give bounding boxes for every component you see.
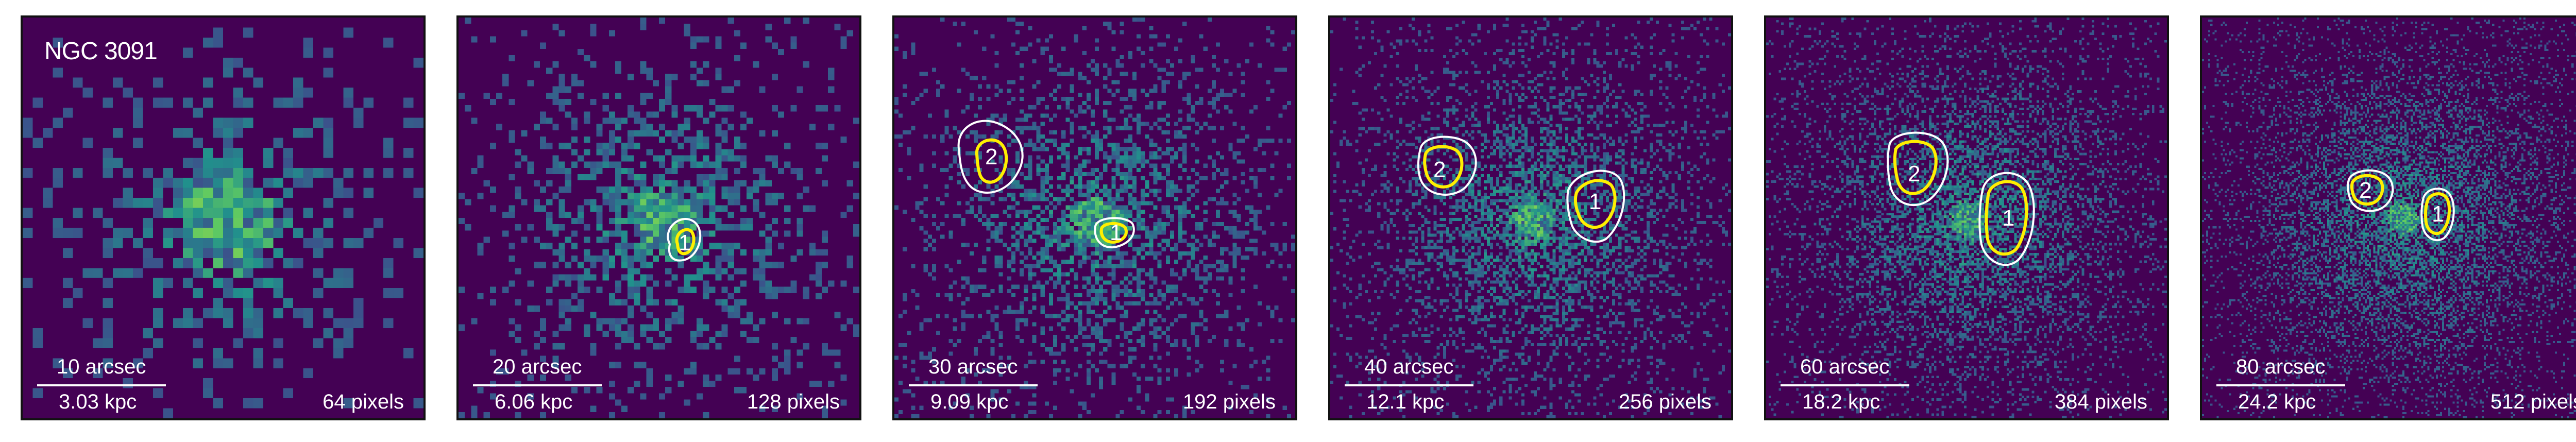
scalebar <box>1781 384 1909 386</box>
cavity-1-outer-contour <box>2420 188 2455 242</box>
scalebar-kpc-label: 12.1 kpc <box>1366 390 1445 413</box>
cavity-2-outer-contour <box>957 120 1024 194</box>
scalebar <box>909 384 1038 386</box>
xray-image <box>1330 18 1731 418</box>
contour-overlay: 2 1 <box>957 120 1135 249</box>
xray-image <box>459 18 859 418</box>
scalebar-kpc-label: 3.03 kpc <box>59 390 137 413</box>
scalebar-kpc-label: 6.06 kpc <box>495 390 573 413</box>
cavity-1-outer-contour <box>1978 172 2035 266</box>
scalebar-arcsec-label: 10 arcsec <box>57 355 146 378</box>
cavity-2-inner-contour <box>1893 140 1938 195</box>
cavity-2-outer-contour <box>1417 135 1477 196</box>
cavity-1-label: 1 <box>2002 206 2014 231</box>
cavity-1-outer-contour <box>1094 217 1135 249</box>
cavity-2-label: 2 <box>2359 178 2371 203</box>
scalebar-kpc-label: 18.2 kpc <box>1802 390 1880 413</box>
image-size-label: 192 pixels <box>1182 390 1276 413</box>
cavity-1-outer-contour <box>667 218 702 262</box>
scalebar-arcsec-label: 80 arcsec <box>2236 355 2326 378</box>
scalebar-arcsec-label: 60 arcsec <box>1800 355 1890 378</box>
cavity-1-label: 1 <box>1110 220 1122 245</box>
image-size-label: 512 pixels <box>2490 390 2576 413</box>
scalebar-kpc-label: 24.2 kpc <box>2238 390 2316 413</box>
cavity-1-label: 1 <box>2432 201 2444 227</box>
cavity-2-label: 2 <box>1433 157 1446 182</box>
contour-overlay: 2 1 <box>2347 169 2455 242</box>
cavity-2-inner-contour <box>2350 174 2384 206</box>
cavity-2-label: 2 <box>985 144 997 169</box>
scalebar <box>473 384 602 386</box>
scalebar <box>37 384 166 386</box>
cavity-2-inner-contour <box>975 138 1008 184</box>
cavity-1-inner-contour <box>1985 180 2028 256</box>
scalebar-arcsec-label: 40 arcsec <box>1364 355 1454 378</box>
cavity-2-inner-contour <box>1423 145 1464 189</box>
cavity-1-inner-contour <box>2424 192 2451 235</box>
xray-image <box>1766 18 2167 418</box>
image-panel-1: NGC 3091 10 arcsec 3.03 kpc 64 pixels <box>21 15 426 420</box>
image-panel-5: 2 1 60 arcsec 18.2 kpc 384 pixels <box>1764 15 2169 420</box>
image-size-label: 128 pixels <box>747 390 840 413</box>
image-size-label: 256 pixels <box>1618 390 1711 413</box>
image-panel-2: 1 20 arcsec 6.06 kpc 128 pixels <box>456 15 861 420</box>
scalebar <box>1345 384 1473 386</box>
xray-image <box>2202 18 2576 418</box>
contour-overlay: 2 1 <box>1417 135 1625 243</box>
contour-overlay: 2 1 <box>1887 131 2035 266</box>
cavity-1-inner-contour <box>1099 222 1128 244</box>
scalebar-arcsec-label: 20 arcsec <box>493 355 582 378</box>
cavity-1-inner-contour <box>675 228 696 256</box>
image-panel-6: 2 1 80 arcsec 24.2 kpc 512 pixels <box>2200 15 2576 420</box>
cavity-2-label: 2 <box>1908 161 1920 186</box>
cavity-2-outer-contour <box>1887 131 1949 206</box>
scalebar-arcsec-label: 30 arcsec <box>928 355 1018 378</box>
scalebar <box>2216 384 2345 386</box>
cavity-2-outer-contour <box>2347 169 2394 212</box>
cavity-1-label: 1 <box>1589 189 1601 214</box>
galaxy-name-label: NGC 3091 <box>44 38 158 65</box>
image-panel-3: 2 1 30 arcsec 9.09 kpc 192 pixels <box>892 15 1297 420</box>
image-size-label: 64 pixels <box>323 390 404 413</box>
xray-image <box>23 18 423 418</box>
image-panel-4: 2 1 40 arcsec 12.1 kpc 256 pixels <box>1328 15 1733 420</box>
cavity-1-label: 1 <box>679 230 691 256</box>
contour-overlay: 1 <box>667 218 702 262</box>
cavity-1-outer-contour <box>1566 169 1625 243</box>
scalebar-kpc-label: 9.09 kpc <box>930 390 1009 413</box>
image-size-label: 384 pixels <box>2054 390 2147 413</box>
cavity-1-inner-contour <box>1573 179 1617 229</box>
xray-image <box>894 18 1295 418</box>
